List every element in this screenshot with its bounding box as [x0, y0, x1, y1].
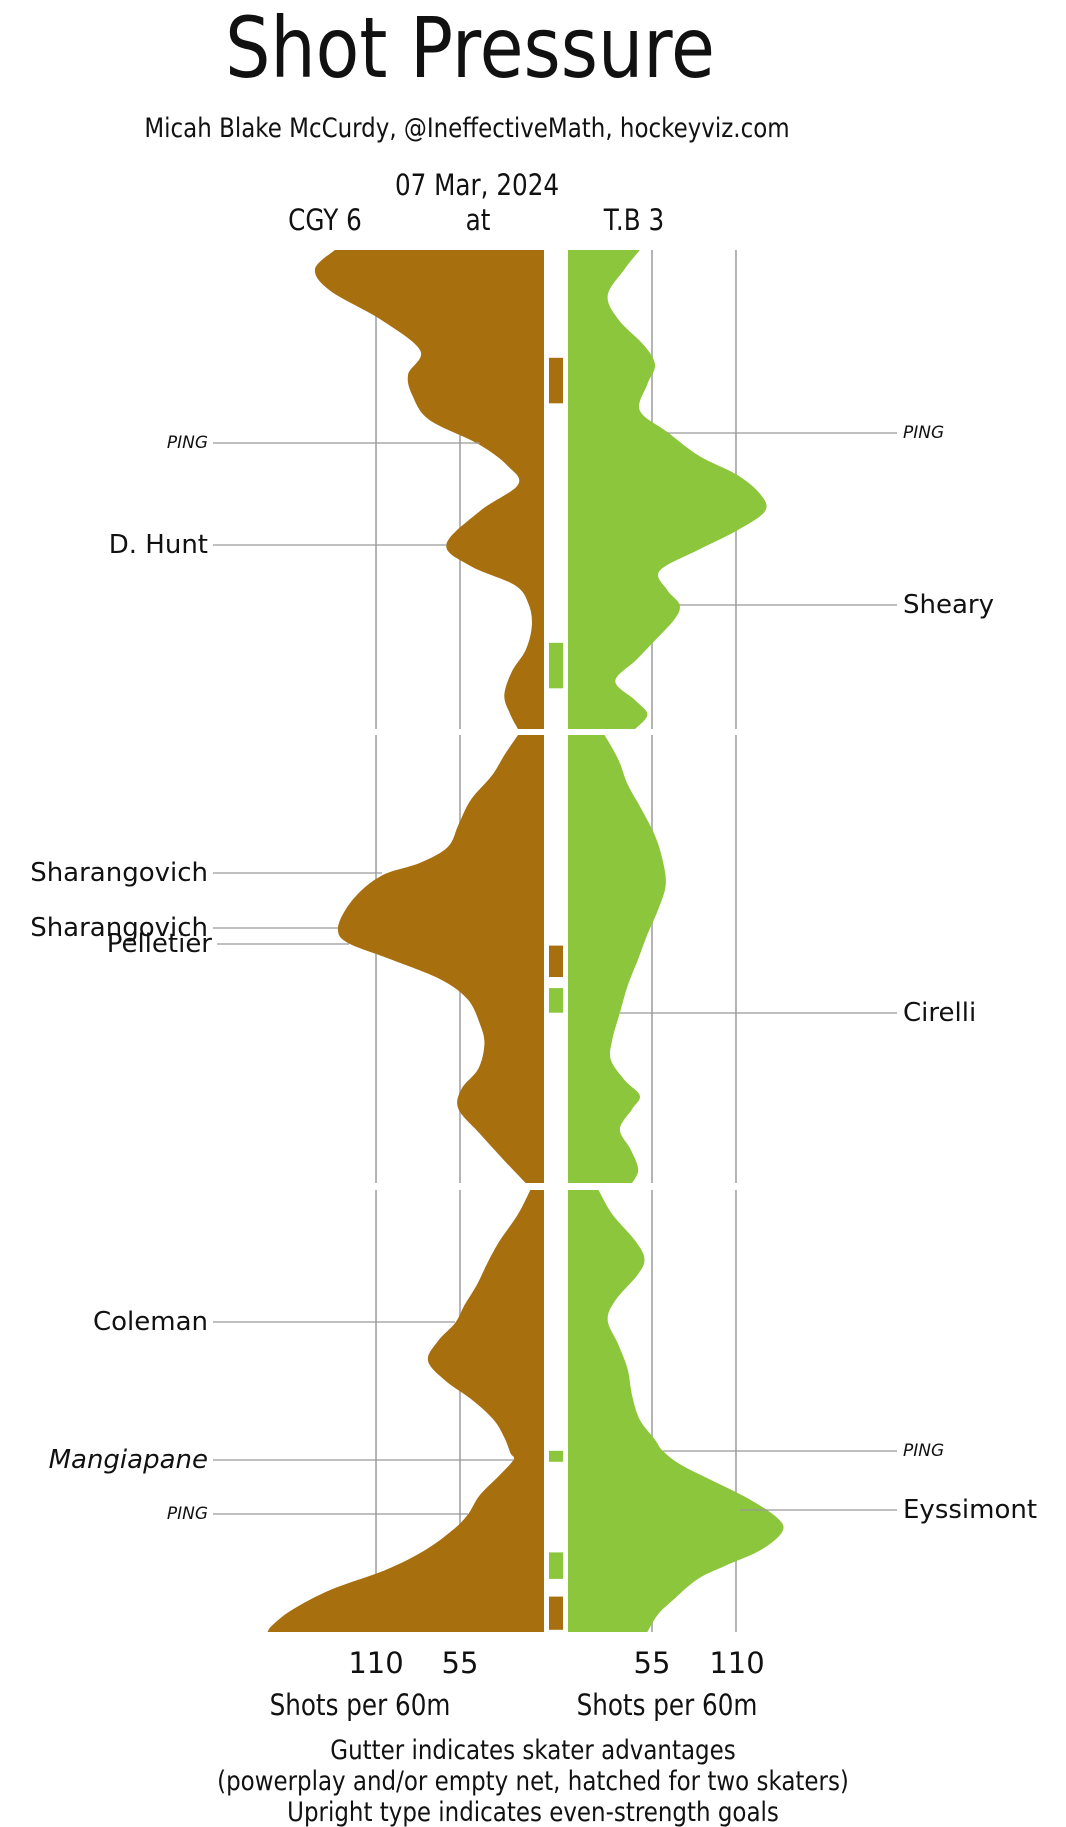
advantage-mark-home — [549, 1552, 563, 1579]
advantage-mark-away — [549, 1596, 563, 1630]
tick-right-55: 55 — [633, 1646, 671, 1680]
game-date: 07 Mar, 2024 — [394, 168, 560, 202]
gridlines — [375, 250, 737, 1632]
axis-label-left: Shots per 60m — [269, 1688, 451, 1722]
goal-label-sheary: Sheary — [903, 590, 994, 620]
footnote-line-3: Upright type indicates even-strength goa… — [287, 1797, 779, 1827]
page-title: Shot Pressure — [225, 0, 715, 97]
at-label: at — [465, 203, 491, 237]
home-violin — [568, 250, 784, 1632]
pointer-lines — [213, 432, 897, 1515]
goal-label-mangiapane: Mangiapane — [48, 1445, 208, 1475]
ping-label-home-2: PING — [903, 1441, 945, 1461]
ping-label-away-2: PING — [166, 1504, 208, 1524]
advantage-mark-home — [549, 1450, 563, 1462]
axis-label-right: Shots per 60m — [576, 1688, 758, 1722]
goal-label-sharangovich-1: Sharangovich — [30, 858, 208, 888]
advantage-mark-home — [549, 988, 563, 1013]
ping-label-away-1: PING — [166, 433, 208, 453]
goal-label-coleman: Coleman — [92, 1307, 208, 1337]
advantage-mark-home — [549, 642, 563, 689]
home-team-score: T.B 3 — [603, 203, 665, 237]
goal-label-pelletier: Pelletier — [106, 929, 212, 959]
tick-left-110: 110 — [348, 1646, 404, 1680]
advantage-mark-away — [549, 357, 563, 404]
footnote-line-2: (powerplay and/or empty net, hatched for… — [217, 1766, 849, 1797]
goal-label-eyssimont: Eyssimont — [903, 1495, 1038, 1525]
away-team-score: CGY 6 — [288, 203, 362, 237]
gutter-advantage-marks — [549, 357, 563, 1630]
goal-label-sharangovich-2: Sharangovich — [30, 913, 208, 943]
goal-label-hunt: D. Hunt — [108, 530, 208, 560]
credit-line: Micah Blake McCurdy, @IneffectiveMath, h… — [144, 113, 790, 144]
tick-left-55: 55 — [441, 1646, 479, 1680]
goal-label-cirelli: Cirelli — [903, 998, 977, 1028]
advantage-mark-away — [549, 945, 563, 977]
footnote-line-1: Gutter indicates skater advantages — [330, 1735, 736, 1766]
away-violin — [267, 250, 544, 1632]
ping-label-home-1: PING — [903, 423, 945, 443]
tick-right-110: 110 — [709, 1646, 765, 1680]
